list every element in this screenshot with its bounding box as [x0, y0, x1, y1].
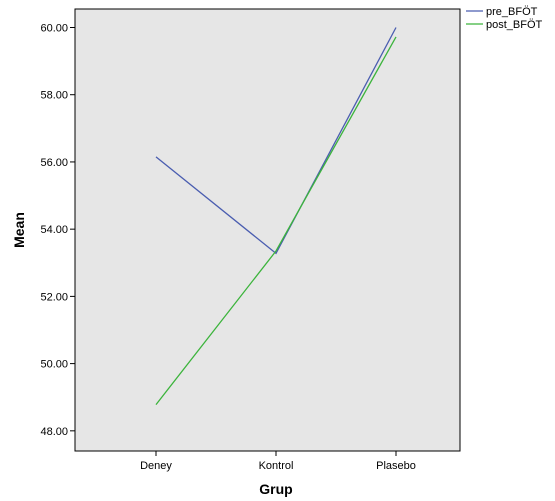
y-tick-label: 60.00 [40, 22, 68, 34]
legend-label: pre_BFÖT [486, 6, 538, 18]
x-axis: Deney Kontrol Plasebo [140, 451, 416, 472]
x-tick-label: Plasebo [376, 460, 416, 472]
y-tick-label: 58.00 [40, 90, 68, 102]
y-axis: 48.00 50.00 52.00 54.00 56.00 58.00 60.00 [40, 22, 75, 438]
x-tick-label: Kontrol [259, 460, 294, 472]
legend-label: post_BFÖT [486, 19, 543, 31]
y-tick-label: 56.00 [40, 157, 68, 169]
y-tick-label: 48.00 [40, 426, 68, 438]
series-line-post_BFÖT [155, 36, 397, 406]
y-axis-title: Mean [11, 212, 27, 248]
plot-area [74, 8, 461, 452]
series-line-pre_BFÖT [155, 27, 397, 255]
y-tick-label: 54.00 [40, 224, 68, 236]
y-tick-label: 52.00 [40, 291, 68, 303]
y-tick-label: 50.00 [40, 359, 68, 371]
x-tick-label: Deney [140, 460, 172, 472]
series-layer [155, 27, 397, 406]
x-axis-title: Grup [259, 481, 292, 497]
